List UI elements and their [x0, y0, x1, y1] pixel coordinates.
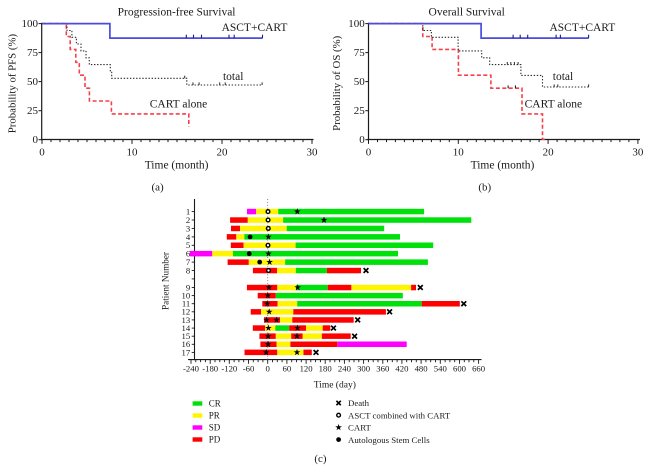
- svg-text:16: 16: [182, 339, 191, 349]
- svg-text:0: 0: [33, 134, 39, 146]
- svg-text:50: 50: [27, 76, 39, 88]
- svg-text:Autologous Stem Cells: Autologous Stem Cells: [348, 435, 430, 445]
- svg-text:100: 100: [348, 18, 365, 30]
- svg-text:20: 20: [543, 147, 555, 159]
- svg-text:3: 3: [186, 223, 190, 233]
- svg-text:total: total: [553, 71, 573, 83]
- svg-text:15: 15: [182, 331, 191, 341]
- svg-text:13: 13: [182, 315, 191, 325]
- svg-text:30: 30: [307, 147, 319, 159]
- svg-text:CART: CART: [348, 423, 372, 433]
- svg-text:CART alone: CART alone: [150, 99, 208, 111]
- svg-text:-120: -120: [221, 363, 238, 373]
- svg-text:10: 10: [453, 147, 465, 159]
- svg-text:180: 180: [319, 363, 333, 373]
- svg-text:25: 25: [354, 105, 366, 117]
- svg-text:(c): (c): [314, 453, 327, 465]
- svg-text:-60: -60: [243, 363, 255, 373]
- svg-text:(b): (b): [478, 182, 491, 194]
- svg-text:Probability of OS (%): Probability of OS (%): [331, 35, 343, 130]
- svg-text:Death: Death: [348, 398, 370, 408]
- svg-text:PR: PR: [209, 411, 220, 421]
- svg-text:10: 10: [127, 147, 139, 159]
- svg-text:360: 360: [376, 363, 390, 373]
- svg-text:10: 10: [182, 291, 191, 301]
- svg-text:CR: CR: [209, 399, 221, 409]
- svg-text:1: 1: [186, 207, 190, 217]
- svg-text:Time (day): Time (day): [314, 380, 356, 391]
- svg-text:540: 540: [434, 363, 448, 373]
- svg-text:600: 600: [453, 363, 467, 373]
- svg-text:420: 420: [395, 363, 409, 373]
- svg-text:Time (month): Time (month): [145, 160, 209, 172]
- svg-text:17: 17: [182, 347, 191, 357]
- svg-text:11: 11: [182, 299, 190, 309]
- svg-text:60: 60: [283, 363, 292, 373]
- svg-text:PD: PD: [209, 435, 221, 445]
- svg-text:75: 75: [27, 47, 39, 59]
- svg-text:240: 240: [338, 363, 352, 373]
- svg-text:30: 30: [632, 147, 644, 159]
- svg-text:660: 660: [472, 363, 486, 373]
- svg-text:20: 20: [217, 147, 229, 159]
- svg-text:75: 75: [354, 47, 366, 59]
- svg-text:CART alone: CART alone: [525, 99, 583, 111]
- svg-text:0: 0: [266, 363, 271, 373]
- svg-text:Progression-free Survival: Progression-free Survival: [118, 6, 236, 18]
- svg-text:12: 12: [182, 307, 191, 317]
- svg-text:6: 6: [186, 249, 191, 259]
- svg-text:7: 7: [186, 257, 191, 267]
- svg-text:total: total: [223, 71, 243, 83]
- svg-text:Probability of PFS (%): Probability of PFS (%): [6, 34, 18, 134]
- svg-text:0: 0: [39, 147, 45, 159]
- svg-text:-240: -240: [183, 363, 200, 373]
- svg-text:ASCT+CART: ASCT+CART: [549, 22, 615, 34]
- svg-text:8: 8: [186, 265, 191, 275]
- svg-text:0: 0: [366, 147, 372, 159]
- svg-text:14: 14: [182, 323, 191, 333]
- svg-text:100: 100: [22, 18, 39, 30]
- svg-text:ASCT+CART: ASCT+CART: [222, 22, 288, 34]
- svg-text:ASCT combined with CART: ASCT combined with CART: [348, 410, 451, 420]
- svg-text:Overall Survival: Overall Survival: [429, 6, 505, 18]
- svg-text:50: 50: [354, 76, 366, 88]
- svg-text:120: 120: [300, 363, 314, 373]
- svg-text:480: 480: [415, 363, 429, 373]
- svg-text:Patient Number: Patient Number: [161, 252, 171, 310]
- svg-text:0: 0: [359, 134, 365, 146]
- svg-text:2: 2: [186, 215, 190, 225]
- svg-text:-180: -180: [202, 363, 219, 373]
- svg-text:300: 300: [357, 363, 371, 373]
- svg-text:9: 9: [186, 282, 190, 292]
- svg-text:(a): (a): [151, 182, 164, 194]
- svg-text:5: 5: [186, 240, 190, 250]
- svg-text:Time (month): Time (month): [471, 160, 535, 172]
- svg-text:SD: SD: [209, 423, 221, 433]
- svg-text:4: 4: [186, 232, 191, 242]
- svg-text:25: 25: [27, 105, 39, 117]
